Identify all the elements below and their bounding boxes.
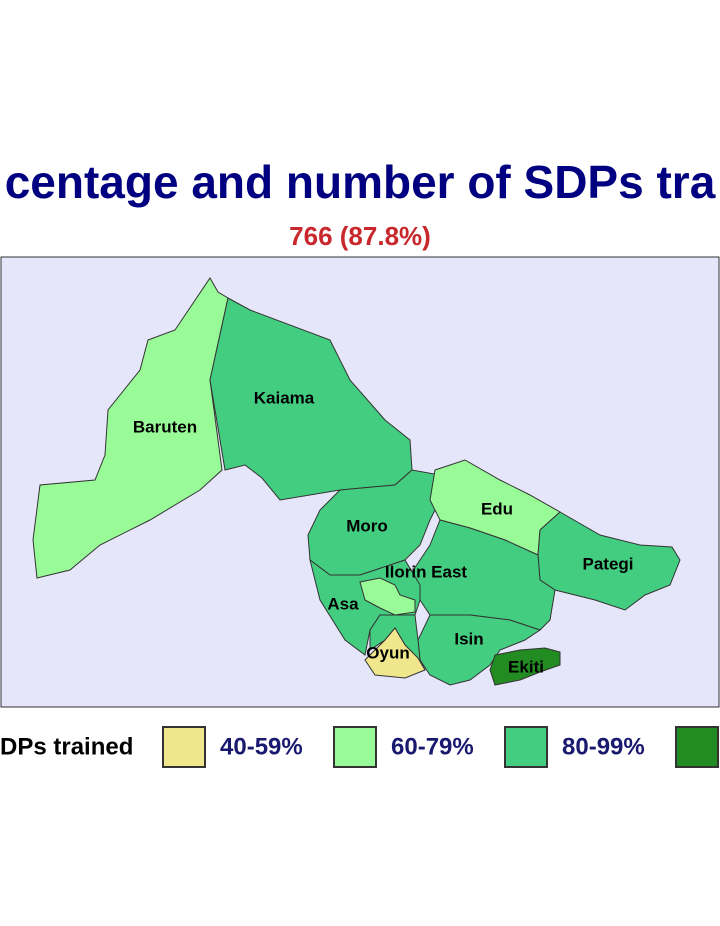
legend-swatch: [162, 726, 206, 768]
district-labels: Baruten Kaiama Moro Edu Pategi Ilorin Ea…: [133, 388, 634, 676]
district: [307, 469, 441, 576]
district-label: Ekiti: [508, 657, 544, 676]
district: [489, 647, 561, 686]
district-label: Edu: [481, 499, 513, 518]
legend-label: 80-99%: [562, 733, 645, 760]
map-subtitle: 766 (87.8%): [289, 221, 431, 251]
legend-label: 60-79%: [391, 733, 474, 760]
district-label: Pategi: [582, 554, 633, 573]
districts: [32, 277, 681, 686]
legend-title: DPs trained: [0, 733, 133, 760]
legend: DPs trained 40-59% 60-79% 80-99%: [0, 726, 719, 768]
legend-swatch: [504, 726, 548, 768]
district-label: Baruten: [133, 417, 197, 436]
district-label: Oyun: [366, 643, 409, 662]
district-label: Isin: [454, 629, 483, 648]
district-label: Moro: [346, 516, 388, 535]
legend-items: 40-59% 60-79% 80-99%: [162, 726, 719, 768]
district-label: Asa: [327, 594, 359, 613]
legend-swatch: [333, 726, 377, 768]
legend-label: 40-59%: [220, 733, 303, 760]
district-label: Kaiama: [254, 388, 315, 407]
legend-swatch: [675, 726, 719, 768]
district: [364, 627, 426, 679]
map-title: centage and number of SDPs tra: [5, 156, 716, 208]
district: [359, 577, 416, 616]
district-label: Ilorin East: [385, 562, 468, 581]
